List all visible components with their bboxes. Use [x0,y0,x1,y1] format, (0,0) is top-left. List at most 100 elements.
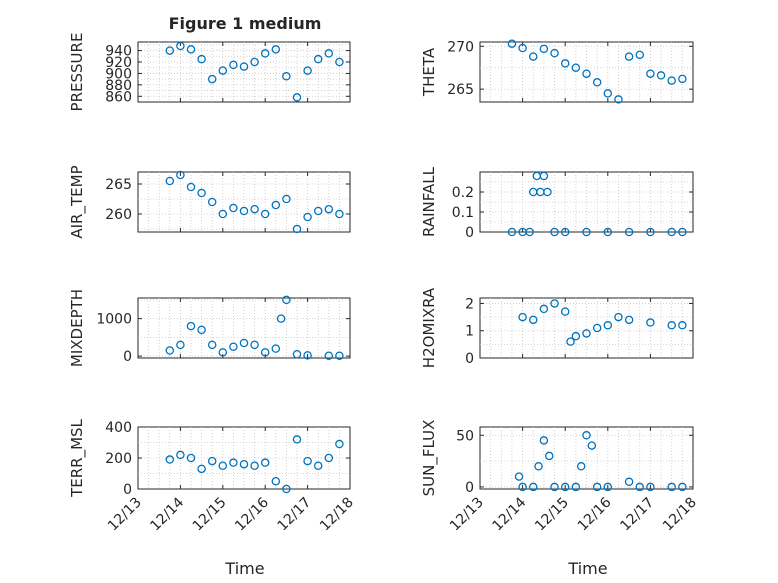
data-point [543,187,552,197]
data-point [271,45,281,54]
data-point [678,321,687,330]
data-point [218,348,228,357]
subplot-8: 12/13 12/14 12/15 12/16 12/17 12/18 0 50 SUN_FLU… [420,420,700,535]
data-point [186,45,196,54]
data-point [176,41,185,51]
data-point [197,325,206,335]
data-point [260,209,270,219]
x-tick-label: 12/15 [532,495,572,535]
y-tick-label: 0 [123,482,132,498]
data-point [646,227,655,237]
data-point [529,482,538,492]
subplot-2: 265 270 THETA [420,39,694,104]
data-point [335,209,344,219]
data-point [303,456,312,466]
data-point [592,78,602,87]
data-point [560,227,570,237]
data-point [218,461,228,470]
x-tick-label: 12/13 [447,495,487,535]
data-point [165,46,175,55]
data-point [282,295,291,305]
data-point [566,337,575,346]
data-point [539,304,549,314]
y-tick-label: 1 [465,324,474,340]
data-point [582,431,591,440]
y-tick-label: 900 [105,66,132,82]
subplot-3: 260 265 AIR_TEMP [68,165,351,239]
x-tick-label: 12/16 [232,494,272,534]
data-point [534,462,543,471]
data-point [550,48,559,58]
data-point [539,436,549,445]
data-point [560,482,570,492]
data-point [303,66,312,75]
data-point [176,450,185,460]
data-point [560,307,570,316]
data-point [646,318,655,327]
data-point [271,200,281,210]
data-point [667,76,676,85]
x-tick-label: 12/17 [617,495,657,535]
y-tick-label: 0 [465,480,474,496]
data-point [646,69,655,78]
y-axis-label: RAINFALL [420,166,438,237]
data-point [313,461,323,470]
data-point [197,188,206,198]
y-tick-label: 0 [465,225,474,241]
data-point [324,453,334,463]
data-point [250,461,259,470]
data-point [292,224,302,234]
x-tick-label: 12/13 [105,495,145,535]
data-point [678,482,687,492]
data-point [313,206,323,216]
x-tick-label: 12/18 [660,495,700,535]
data-point [525,227,534,237]
data-point [207,456,217,466]
data-point [624,227,634,237]
data-point [239,62,249,71]
subplot-4: 0 0.1 0.2 RAINFALL [420,166,694,241]
y-tick-label: 920 [105,55,132,71]
y-tick-label: 50 [456,428,474,444]
data-point [229,342,238,351]
data-point [282,484,291,494]
y-axis-label: SUN_FLUX [420,420,439,497]
data-point [197,464,206,474]
data-point [646,482,655,492]
data-point [635,482,645,492]
data-point [518,312,527,322]
data-point [229,458,238,467]
data-point [603,321,613,330]
data-point [335,439,344,449]
y-axis-label: H2OMIXRA [420,287,438,368]
y-tick-label: 0.2 [452,185,474,201]
data-point [186,453,196,463]
subplot-7: 12/13 12/14 12/15 12/16 12/17 12/18 0 200 400 TER… [68,418,357,534]
y-axis-label: TERR_MSL [68,418,87,497]
data-point [239,459,249,469]
data-point [229,60,238,70]
x-tick-label: 12/18 [317,495,357,535]
y-tick-label: 0 [465,351,474,367]
data-point [582,329,591,338]
data-point [514,472,524,481]
subplot-6: 0 1 2 H2OMIXRA [420,287,694,368]
y-axis-label: MIXDEPTH [68,289,86,367]
data-point [218,209,228,219]
data-point [518,43,527,53]
data-point [539,171,549,181]
data-point [576,462,586,471]
data-point [282,72,291,81]
data-point [176,340,185,350]
data-point [335,351,344,360]
data-point [176,170,185,180]
data-point [635,50,645,60]
data-point [260,49,270,58]
y-tick-label: 260 [105,207,132,223]
y-tick-label: 1000 [96,312,132,328]
y-axis-label: AIR_TEMP [68,165,87,238]
data-point [603,227,613,237]
data-point [529,315,538,325]
